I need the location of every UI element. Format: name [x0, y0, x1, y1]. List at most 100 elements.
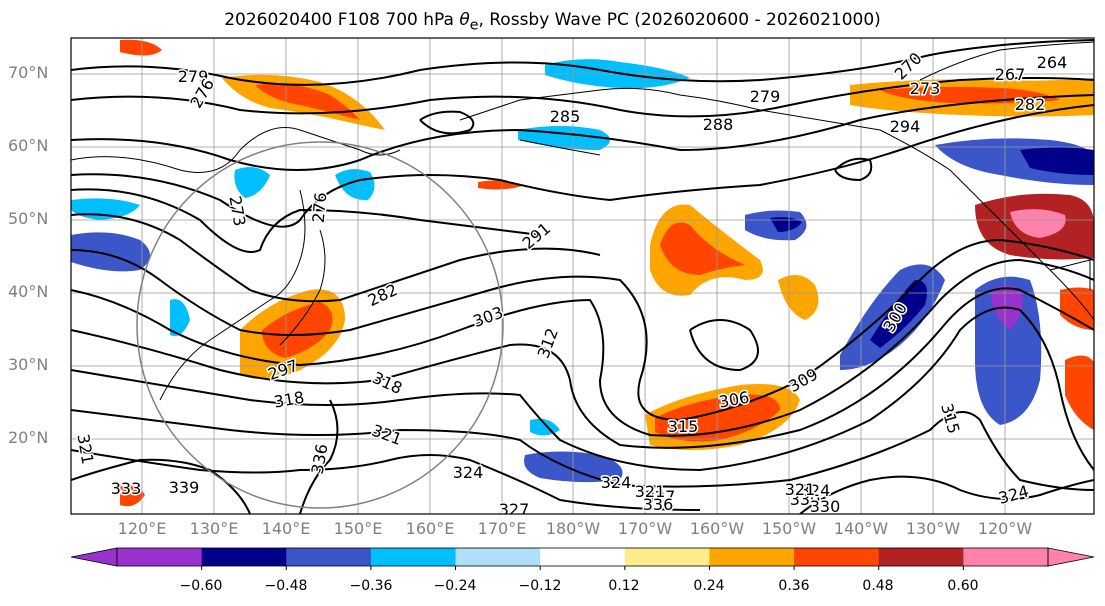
anomaly-cold-kamchatka-west: [234, 166, 270, 198]
contour-label: 312: [534, 326, 562, 361]
colorbar-tick-label: −0.36: [349, 578, 393, 594]
lon-tick: 170°W: [617, 519, 673, 538]
contour-label: 321: [635, 482, 666, 501]
colorbar-tick-label: −0.60: [179, 578, 223, 594]
contour-label: 333: [111, 479, 142, 498]
contour-label: 315: [937, 401, 963, 435]
anomaly-cold-mid-core: [770, 217, 802, 232]
lon-tick: 120°W: [977, 519, 1033, 538]
contour-label: 273: [225, 194, 249, 227]
contour-label: 264: [1037, 53, 1068, 72]
anomaly-warm-kamchatka-core: [255, 83, 360, 120]
anomaly-warm-small1: [120, 39, 162, 56]
title-suffix: , Rossby Wave PC (2026020600 - 202602100…: [478, 10, 881, 30]
contour-label: 294: [890, 117, 921, 136]
colorbar-segment: [455, 548, 541, 566]
contour-label: 327: [645, 487, 676, 506]
colorbar-segment: [709, 548, 795, 566]
title-prefix: 2026020400 F108 700 hPa: [224, 10, 460, 30]
theta-symbol: θ: [459, 10, 470, 30]
colorbar-tick-label: −0.12: [518, 578, 562, 594]
colorbar-segment: [963, 548, 1049, 566]
colorbar-segment: [794, 548, 880, 566]
colorbar-extend-high: [1047, 547, 1095, 567]
lat-tick: 60°N: [8, 136, 49, 155]
contour-label: 330: [810, 497, 841, 516]
contour-label: 279: [750, 87, 781, 106]
lat-tick: 20°N: [8, 428, 49, 447]
lon-tick: 150°W: [761, 519, 817, 538]
anomaly-cold-subtropic-light: [530, 418, 560, 436]
colorbar-extend-low: [70, 547, 118, 567]
theta-e-contours: [71, 39, 1094, 514]
contour-label: 327: [499, 500, 530, 519]
contour-label: 336: [643, 495, 674, 514]
lon-tick: 140°W: [833, 519, 889, 538]
contour-label: 324: [800, 481, 831, 500]
colorbar-segment: [540, 548, 626, 566]
colorbar-segment: [878, 548, 964, 566]
lon-tick: 170°E: [477, 519, 527, 538]
colorbar-segment: [286, 548, 372, 566]
anomaly-warm-sw-coast: [1065, 355, 1094, 430]
colorbar-tick-label: 0.36: [778, 578, 810, 594]
anomaly-cold-west-light: [71, 198, 140, 220]
anomaly-cold-japan-west: [170, 299, 190, 336]
theta-subscript: e: [469, 17, 479, 34]
contour-label: 276: [309, 191, 331, 223]
colorbar-border: [116, 547, 1049, 567]
anomaly-shading: [71, 39, 1094, 507]
lon-tick: 180°W: [545, 519, 601, 538]
contour-label: 336: [308, 442, 332, 475]
contour-label: 330: [790, 490, 821, 509]
contour-label: 324: [453, 463, 484, 482]
contour-label: 318: [272, 388, 305, 412]
anomaly-warm-midpac: [778, 275, 819, 320]
colorbar-tick-label: −0.24: [433, 578, 477, 594]
colorbar-segment: [117, 548, 203, 566]
lat-tick: 30°N: [8, 355, 49, 374]
lon-tick: 130°W: [905, 519, 961, 538]
anomaly-cold-okhotsk: [335, 169, 375, 201]
lon-tick: 130°E: [189, 519, 239, 538]
colorbar-tick-label: 0.24: [693, 578, 725, 594]
contour-label: 315: [668, 417, 699, 436]
map-frame: [70, 37, 1095, 515]
lat-tick: 70°N: [8, 63, 49, 82]
contour-label: 267: [995, 65, 1026, 84]
coastlines: [71, 41, 1094, 401]
lon-tick: 120°E: [117, 519, 167, 538]
contour-label: 321: [369, 421, 404, 449]
anomaly-warm-cal: [1060, 287, 1094, 330]
contour-label: 285: [550, 107, 581, 126]
colorbar-tick-label: 0.60: [947, 578, 979, 594]
contour-label: 324: [996, 482, 1030, 508]
contour-label: 321: [73, 432, 97, 465]
projection-circle: [136, 141, 504, 509]
contour-label: 339: [169, 478, 200, 497]
lat-tick: 40°N: [8, 282, 49, 301]
anomaly-warm-subtropic-core: [655, 394, 780, 442]
colorbar-tick-label: 0.48: [862, 578, 894, 594]
colorbar: [70, 547, 1095, 570]
anomaly-warm-southwest: [120, 482, 145, 507]
lon-tick: 150°E: [333, 519, 383, 538]
colorbar-segment: [624, 548, 710, 566]
contour-label: 282: [365, 280, 401, 310]
anomaly-cold-gulf-core: [1020, 147, 1094, 175]
anomaly-warm-japan-core: [262, 302, 333, 358]
contour-label: 279: [178, 67, 209, 86]
contour-label: 321: [785, 480, 816, 499]
anomaly-warm-pacific-center-core: [660, 222, 745, 275]
contour-label: 273: [910, 79, 941, 98]
contour-label: 303: [471, 303, 506, 331]
colorbar-tick-label: 0.12: [608, 578, 640, 594]
lat-tick: 50°N: [8, 209, 49, 228]
lon-tick: 140°E: [261, 519, 311, 538]
colorbar-tick-label: −0.48: [264, 578, 308, 594]
lon-tick: 160°E: [405, 519, 455, 538]
lon-tick: 160°W: [689, 519, 745, 538]
colorbar-segment: [201, 548, 287, 566]
